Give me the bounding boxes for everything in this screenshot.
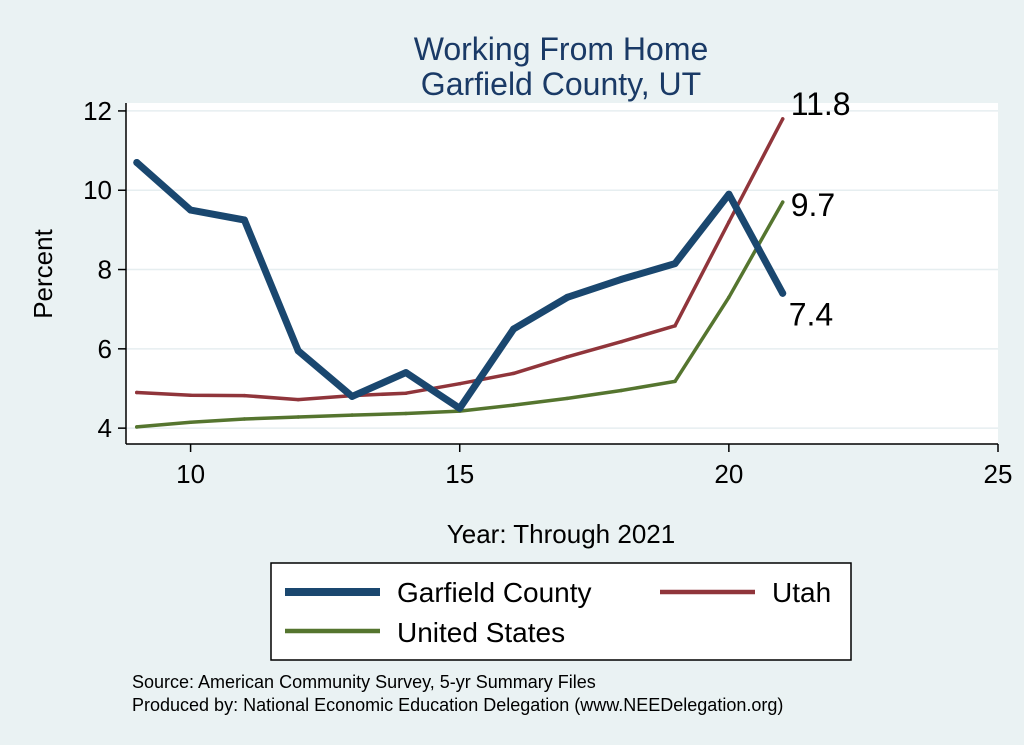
data-point-garfield-county-17 [563,293,571,301]
end-label-utah: 11.8 [791,86,851,122]
data-point-united-states-13 [350,413,354,417]
data-point-utah-19 [673,324,677,328]
data-point-utah-21 [780,117,785,121]
x-axis-label: Year: Through 2021 [447,519,675,549]
y-tick-label-4: 4 [98,413,112,443]
y-tick-label-10: 10 [83,175,112,205]
gridlines [126,110,998,429]
axes: 4 6 8 10 12 10 15 20 25 [83,96,1012,489]
data-point-utah-12 [296,397,300,402]
plot-area [126,103,998,444]
data-point-garfield-county-9 [133,158,141,166]
series-lines [133,117,787,429]
data-point-united-states-20 [727,295,731,300]
data-point-utah-17 [565,355,570,359]
data-point-utah-10 [188,393,193,397]
data-point-garfield-county-19 [671,260,679,268]
data-point-united-states-14 [404,411,408,416]
source-note: Source: American Community Survey, 5-yr … [132,672,596,692]
data-point-united-states-21 [780,200,785,204]
data-point-united-states-18 [619,388,623,393]
data-point-garfield-county-12 [294,347,302,355]
end-label-garfield-county: 7.4 [789,296,833,332]
data-point-utah-16 [511,371,516,376]
y-tick-label-8: 8 [98,255,112,285]
data-point-utah-18 [619,339,623,344]
legend-label-utah: Utah [772,577,831,608]
data-point-utah-14 [404,391,408,395]
data-point-united-states-19 [673,379,677,384]
y-tick-label-6: 6 [98,334,112,364]
data-point-united-states-11 [242,417,247,421]
legend-label-garfield-county: Garfield County [397,577,592,608]
data-point-utah-11 [242,393,247,398]
data-point-united-states-12 [296,415,300,419]
x-tick-label-10: 10 [176,459,205,489]
data-point-garfield-county-18 [617,275,625,283]
data-point-united-states-10 [188,420,193,424]
legend: Garfield County Utah United States [285,577,831,648]
end-label-united-states: 9.7 [791,187,835,223]
data-point-garfield-county-16 [510,325,518,333]
data-point-united-states-16 [511,403,516,407]
producer-note: Produced by: National Economic Education… [132,695,783,715]
data-point-utah-9 [135,390,139,395]
data-point-garfield-county-14 [402,369,410,377]
data-point-garfield-county-20 [725,190,733,198]
x-tick-label-25: 25 [984,459,1013,489]
x-tick-label-20: 20 [714,459,743,489]
chart-title-line-1: Working From Home [414,31,709,67]
data-point-garfield-county-15 [456,404,464,412]
data-point-utah-20 [727,220,731,224]
data-point-garfield-county-10 [187,206,195,214]
y-tick-label-12: 12 [83,96,112,126]
data-point-united-states-9 [135,425,139,429]
y-axis-label: Percent [28,228,58,318]
data-point-utah-15 [457,381,462,386]
x-tick-label-15: 15 [445,459,474,489]
legend-box [270,562,852,661]
data-point-united-states-17 [565,396,570,401]
chart-title-line-2: Garfield County, UT [421,66,701,102]
end-labels: 7.4 11.8 9.7 [789,86,851,332]
legend-label-united-states: United States [397,617,565,648]
data-point-garfield-county-21 [779,289,787,297]
data-point-garfield-county-11 [240,216,248,224]
data-point-garfield-county-13 [348,392,356,400]
